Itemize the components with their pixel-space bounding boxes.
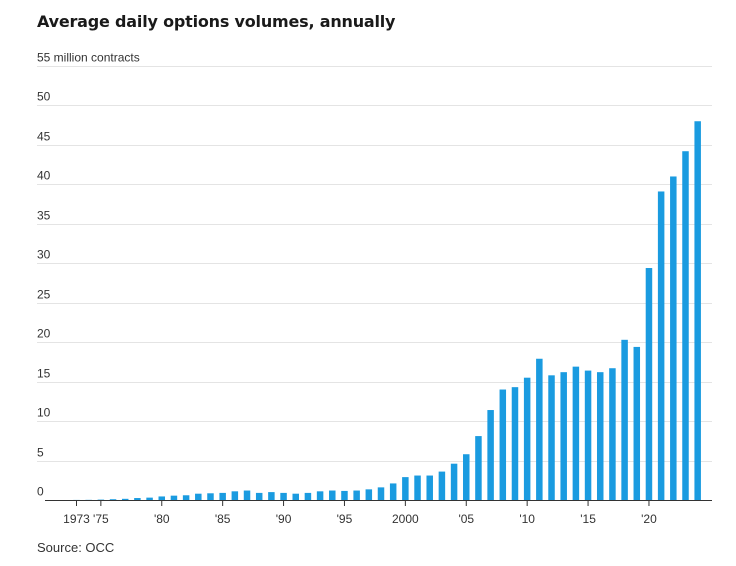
bar-2010: [523, 377, 531, 500]
x-tick-label: '75: [93, 512, 109, 526]
bar-2024: [694, 121, 701, 501]
x-tick-label: '10: [519, 512, 535, 526]
x-tick-label: '80: [154, 512, 170, 526]
bar-1993: [316, 491, 324, 500]
bar-2011: [536, 358, 543, 500]
bar-2006: [475, 436, 482, 500]
chart-title: Average daily options volumes, annually: [37, 12, 396, 31]
source-note: Source: OCC: [37, 540, 115, 555]
bar-1978: [134, 498, 141, 500]
bar-1975: [97, 499, 105, 501]
bar-1980: [158, 496, 166, 500]
x-tick-label: 1973: [63, 512, 90, 526]
bar-1985: [219, 492, 226, 500]
y-tick-label: 50: [37, 90, 51, 104]
x-axis-ticks: 1973'75 '80 '85 '90 '95 2000 '05 '10 '15 '20: [63, 500, 657, 526]
bar-2022: [670, 176, 677, 500]
bar-2002: [426, 475, 433, 500]
bar-2019: [633, 346, 641, 500]
bar-2001: [414, 475, 421, 500]
bar-2014: [572, 366, 580, 500]
bar-1986: [231, 491, 239, 500]
bar-1982: [182, 495, 190, 500]
x-tick-label: '20: [641, 512, 657, 526]
bar-2017: [609, 368, 616, 500]
bar-2015: [584, 370, 592, 500]
y-tick-label: 45: [37, 130, 51, 144]
bar-1981: [170, 495, 178, 500]
bar-1977: [121, 498, 129, 500]
y-tick-label: 10: [37, 406, 51, 420]
bar-2008: [499, 389, 507, 500]
bar-2018: [621, 339, 628, 500]
x-tick-label: '15: [580, 512, 596, 526]
bar-1988: [255, 492, 263, 500]
bar-1995: [341, 490, 348, 500]
x-tick-label: '85: [215, 512, 231, 526]
y-tick-label: 40: [37, 169, 51, 183]
y-tick-label: 30: [37, 248, 51, 262]
bar-2021: [657, 191, 665, 500]
bar-1996: [353, 490, 360, 500]
bar-2023: [682, 151, 689, 500]
bar-2000: [402, 477, 409, 500]
bar-2013: [560, 372, 567, 500]
bar-1998: [377, 487, 385, 500]
bar-1997: [365, 489, 373, 500]
bar-1990: [280, 492, 287, 500]
bar-2005: [463, 454, 470, 500]
y-tick-label: 35: [37, 209, 51, 223]
bar-2012: [548, 375, 555, 500]
bar-1994: [329, 490, 336, 500]
bar-1979: [146, 497, 153, 500]
bar-2004: [450, 463, 458, 500]
bar-1983: [195, 493, 202, 500]
x-tick-label: '90: [276, 512, 292, 526]
bar-1991: [292, 493, 299, 500]
bar-1987: [243, 490, 251, 500]
bar-1992: [304, 492, 312, 500]
bar-1999: [389, 483, 397, 500]
y-tick-label: 15: [37, 367, 51, 381]
x-tick-label: '95: [337, 512, 353, 526]
x-tick-label: 2000: [392, 512, 419, 526]
bars: [73, 121, 701, 501]
y-tick-label: 55 million contracts: [37, 51, 140, 65]
y-tick-label: 0: [37, 485, 44, 499]
x-tick-label: '05: [458, 512, 474, 526]
bar-2009: [511, 387, 519, 500]
bar-1989: [268, 492, 275, 500]
y-tick-label: 5: [37, 446, 44, 460]
bar-2003: [438, 471, 446, 500]
bar-2020: [645, 268, 653, 500]
y-tick-label: 25: [37, 288, 51, 302]
bar-2016: [596, 372, 604, 500]
y-tick-label: 20: [37, 327, 51, 341]
bar-1976: [109, 499, 117, 500]
bar-2007: [487, 410, 494, 500]
bar-1984: [207, 493, 214, 500]
